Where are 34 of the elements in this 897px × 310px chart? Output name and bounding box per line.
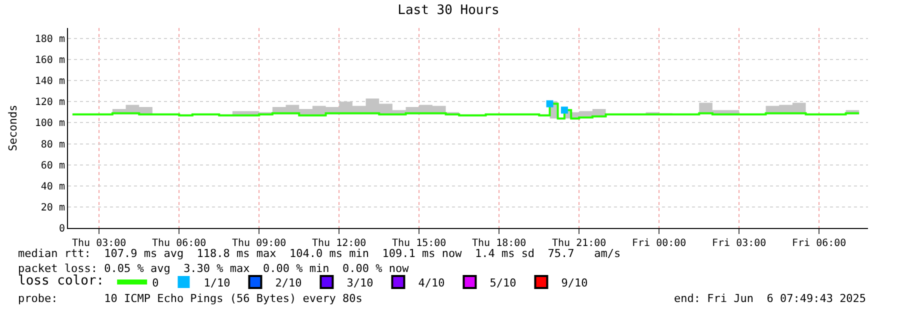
y-tick-label: 140 m xyxy=(34,76,65,88)
x-tick-label: Thu 09:00 xyxy=(232,238,286,249)
legend-label: 3/10 xyxy=(346,276,374,290)
y-tick-label: 0 xyxy=(58,224,65,234)
x-tick-label: Fri 03:00 xyxy=(712,238,766,249)
y-tick-label: 120 m xyxy=(34,97,65,108)
text: median rtt: 107.9 ms avg 118.8 ms max 104.0 ms min 109.1 ms now 1.4 ms sd 75.7 am/s xyxy=(18,247,621,260)
y-tick-label: 160 m xyxy=(34,55,65,66)
x-tick-label: Thu 12:00 xyxy=(312,238,366,249)
legend-label: 4/10 xyxy=(418,276,445,290)
y-tick-label: 100 m xyxy=(34,118,65,130)
y-tick-label: 80 m xyxy=(40,139,65,150)
y-tick-label: 40 m xyxy=(40,181,65,192)
legend-label: 2/10 xyxy=(275,276,302,290)
x-tick-label: Fri 00:00 xyxy=(632,238,686,249)
legend-label: 0 xyxy=(152,276,159,290)
x-tick-label: Fri 06:00 xyxy=(792,238,846,249)
legend-label: 9/10 xyxy=(561,276,588,290)
x-tick-label: Thu 18:00 xyxy=(472,238,526,249)
chart-title: Last 30 Hours xyxy=(398,2,500,18)
text: end: Fri Jun 6 07:49:43 2025 xyxy=(674,292,866,305)
legend-label: 5/10 xyxy=(490,276,516,290)
legend-title: loss color: xyxy=(18,273,104,288)
x-tick-label: Thu 03:00 xyxy=(72,238,126,249)
text: packet loss: 0.05 % avg 3.30 % max 0.00 % min 0.00 % now xyxy=(18,262,410,275)
text: probe: 10 ICMP Echo Pings (56 Bytes) every 80s xyxy=(18,292,362,305)
legend-label: 1/10 xyxy=(204,276,230,290)
x-tick-label: Thu 15:00 xyxy=(392,238,446,249)
y-axis-title: Seconds xyxy=(6,104,20,152)
y-tick-label: 20 m xyxy=(40,202,65,214)
x-tick-label: Thu 06:00 xyxy=(152,238,206,249)
y-tick-label: 60 m xyxy=(40,160,65,172)
x-tick-label: Thu 21:00 xyxy=(552,238,606,249)
y-tick-label: 180 m xyxy=(34,34,65,46)
